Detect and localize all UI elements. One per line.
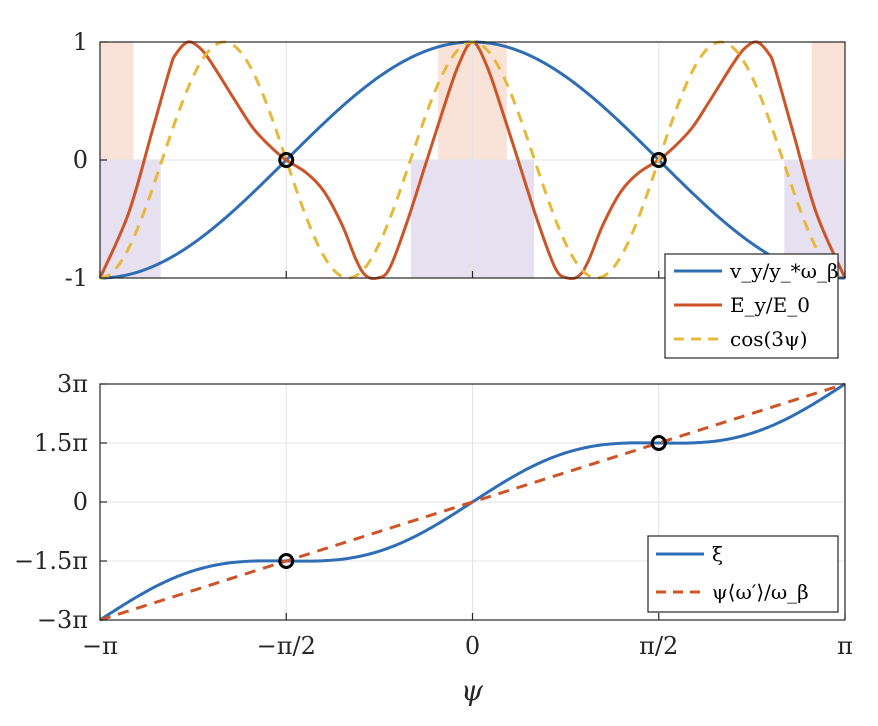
bottom-legend-box (647, 535, 839, 613)
shaded-region-pink-2 (811, 42, 846, 160)
bottom-marker-1 (650, 435, 667, 451)
bottom-xtick-label-2: 0 (465, 632, 480, 660)
x-axis-label: ψ (461, 674, 484, 707)
top-legend-label-vy: v_y/y_*ω_β (729, 259, 839, 283)
bottom-xtick-label-4: π (837, 632, 853, 660)
bottom-ytick-label-0: 3π (57, 370, 88, 398)
top-markers (278, 152, 667, 168)
bottom-markers (278, 435, 667, 569)
top-legend-label-ey: E_y/E_0 (730, 293, 810, 317)
bottom-xtick-label-0: −π (82, 632, 118, 660)
bottom-ytick-label-1: 1.5π (34, 429, 88, 457)
top-grid (99, 41, 846, 279)
top-legend-label-cos: cos(3ψ) (730, 327, 808, 351)
bottom-xtick-label-1: −π/2 (257, 632, 316, 660)
bottom-xticks: −π −π/2 0 π/2 π (82, 613, 853, 660)
top-panel: 1 0 -1 v_y/y_*ω_β E_y/E_0 cos(3ψ) (65, 28, 847, 359)
bottom-legend-label-xi: ξ (712, 542, 723, 566)
bottom-series-line-1 (99, 382, 846, 622)
bottom-legend-label-psi: ψ⟨ω′⟩/ω_β (712, 580, 809, 604)
bottom-marker-0 (278, 553, 295, 569)
bottom-legend: ξ ψ⟨ω′⟩/ω_β (647, 535, 839, 613)
top-ytick-label-2: -1 (65, 264, 88, 292)
top-marker-1 (650, 152, 667, 168)
bottom-panel: 3π1.5π0−1.5π−3π −π −π/2 0 π/2 π ξ ψ⟨ω′⟩/ω_β … (14, 370, 853, 707)
bottom-xtick-label-3: π/2 (639, 632, 678, 660)
shaded-region-pink-0 (99, 42, 134, 160)
bottom-ytick-label-3: −1.5π (14, 547, 88, 575)
bottom-yticks: 3π 1.5π 0 −1.5π −3π (14, 370, 107, 634)
bottom-series (99, 382, 846, 622)
top-legend: v_y/y_*ω_β E_y/E_0 cos(3ψ) (664, 253, 839, 359)
top-ytick-label-1: 0 (73, 146, 88, 174)
bottom-ytick-label-4: −3π (37, 606, 88, 634)
top-ytick-label-0: 1 (73, 28, 88, 56)
top-marker-0 (278, 152, 295, 168)
top-yticks: 1 0 -1 (65, 28, 846, 292)
bottom-ytick-label-2: 0 (73, 488, 88, 516)
